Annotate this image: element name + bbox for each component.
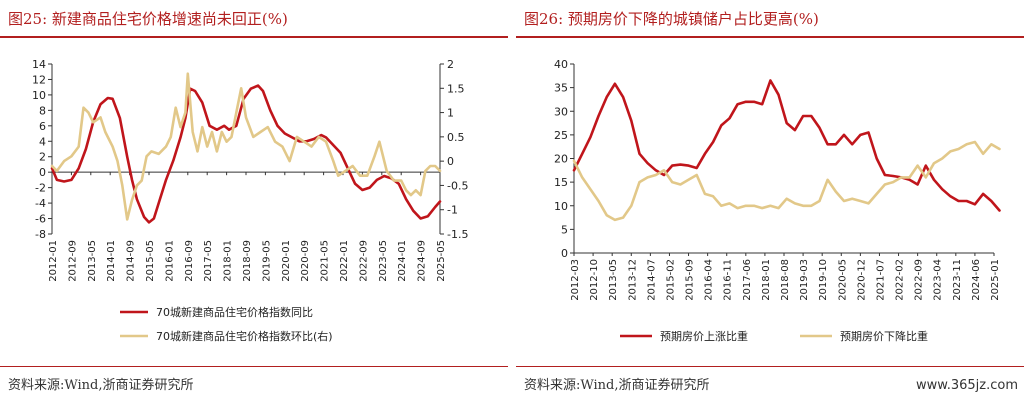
x-tick-label: 2025-01 [990, 259, 1001, 301]
y2-tick-label: -0.5 [447, 179, 468, 192]
y-tick-label: -8 [35, 228, 46, 241]
right-chart-panel: 图26: 预期房价下降的城镇储户占比更高(%) 40 35 30 25 20 15 10 5 0… [516, 0, 1024, 400]
x-tick-label: 2016-11 [723, 259, 734, 301]
series-line-1 [50, 84, 442, 224]
x-tick-label: 2014-01 [106, 240, 117, 282]
title-rule [516, 36, 1024, 38]
x-tick-label: 2012-01 [48, 240, 59, 282]
x-tick-label: 2012-10 [589, 259, 600, 301]
x-tick-label: 2014-09 [126, 240, 137, 282]
y2-tick-label: 1 [447, 107, 454, 120]
y2-tick-label: 0.5 [447, 131, 465, 144]
x-tick-label: 2016-01 [164, 240, 175, 282]
x-tick-label: 2015-05 [145, 240, 156, 282]
x-tick-label: 2018-09 [242, 240, 253, 282]
x-tick-label: 2021-05 [320, 240, 331, 282]
x-tick-label: 2023-11 [952, 259, 963, 301]
x-tick-label: 2025-05 [436, 240, 447, 282]
source-note: 资料来源:Wind,浙商证券研究所 [8, 378, 194, 393]
y2-tick-label: -1 [447, 204, 458, 217]
y-tick-label: 25 [554, 129, 568, 142]
x-tick-label: 2020-12 [856, 259, 867, 301]
series-line-2 [572, 140, 1001, 222]
y-tick-label: 0 [39, 166, 46, 179]
y-tick-label: -2 [35, 182, 46, 195]
x-tick-label: 2013-05 [608, 259, 619, 301]
source-rule [516, 366, 1024, 367]
x-tick-label: 2020-01 [281, 240, 292, 282]
y-tick-label: 12 [32, 73, 46, 86]
y-tick-label: 35 [554, 82, 568, 95]
y-tick-label: 20 [554, 153, 568, 166]
x-tick-label: 2015-09 [685, 259, 696, 301]
y-tick-label: 2 [39, 151, 46, 164]
y2-tick-label: 2 [447, 58, 454, 71]
x-tick-label: 2017-06 [742, 259, 753, 301]
source-rule [0, 366, 508, 367]
x-tick-label: 2012-03 [570, 259, 581, 301]
x-tick-label: 2018-01 [761, 259, 772, 301]
series-line-2 [50, 72, 442, 221]
y-tick-label: 30 [554, 105, 568, 118]
x-tick-label: 2015-02 [665, 259, 676, 301]
x-tick-label: 2016-04 [704, 259, 715, 301]
y-tick-label: 15 [554, 176, 568, 189]
x-tick-label: 2022-01 [339, 240, 350, 282]
legend-label: 预期房价下降比重 [840, 329, 928, 343]
left-chart-panel: 图25: 新建商品住宅价格增速尚未回正(%) 14 12 10 8 6 4 2 0 -2 -4 -6… [0, 0, 508, 400]
y2-tick-label: 0 [447, 155, 454, 168]
title-rule [0, 36, 508, 38]
x-tick-label: 2024-01 [397, 240, 408, 282]
y2-tick-label: 1.5 [447, 82, 465, 95]
x-tick-label: 2017-05 [203, 240, 214, 282]
y-tick-label: 5 [561, 223, 568, 236]
y-tick-label: 10 [32, 89, 46, 102]
left-chart-svg: 14121086420-2-4-6-821.510.50-0.5-1-1.520… [32, 58, 468, 343]
x-tick-label: 2019-05 [261, 240, 272, 282]
x-tick-label: 2024-06 [971, 259, 982, 301]
y-tick-label: 14 [32, 58, 46, 71]
x-tick-label: 2020-09 [300, 240, 311, 282]
x-tick-label: 2014-07 [646, 259, 657, 301]
x-tick-label: 2024-09 [417, 240, 428, 282]
x-tick-label: 2022-02 [895, 259, 906, 301]
x-tick-label: 2013-05 [87, 240, 98, 282]
x-tick-label: 2023-04 [933, 259, 944, 301]
x-tick-label: 2019-03 [799, 259, 810, 301]
x-tick-label: 2012-09 [67, 240, 78, 282]
series-line-1 [572, 79, 1001, 212]
y-tick-label: 4 [39, 135, 46, 148]
y-tick-label: 6 [39, 120, 46, 133]
legend-label: 70城新建商品住宅价格指数环比(右) [156, 329, 333, 343]
y-tick-label: -4 [35, 197, 46, 210]
chart-title: 图26: 预期房价下降的城镇储户占比更高(%) [524, 10, 819, 28]
x-tick-label: 2013-12 [627, 259, 638, 301]
y-tick-label: 0 [561, 247, 568, 260]
y-tick-label: 40 [554, 58, 568, 71]
x-tick-label: 2018-08 [780, 259, 791, 301]
x-tick-label: 2019-10 [818, 259, 829, 301]
x-tick-label: 2016-09 [184, 240, 195, 282]
y-tick-label: -6 [35, 213, 46, 226]
x-tick-label: 2023-05 [378, 240, 389, 282]
x-tick-label: 2022-09 [914, 259, 925, 301]
chart-title: 图25: 新建商品住宅价格增速尚未回正(%) [8, 10, 288, 28]
y-tick-label: 10 [554, 200, 568, 213]
x-tick-label: 2018-01 [223, 240, 234, 282]
watermark: www.365jz.com [916, 378, 1018, 393]
y-tick-label: 8 [39, 104, 46, 117]
legend-label: 70城新建商品住宅价格指数同比 [156, 305, 313, 319]
source-note: 资料来源:Wind,浙商证券研究所 [524, 378, 710, 393]
y2-tick-label: -1.5 [447, 228, 468, 241]
x-tick-label: 2020-05 [837, 259, 848, 301]
legend-label: 预期房价上涨比重 [660, 329, 748, 343]
x-tick-label: 2021-07 [875, 259, 886, 301]
x-tick-label: 2022-09 [358, 240, 369, 282]
